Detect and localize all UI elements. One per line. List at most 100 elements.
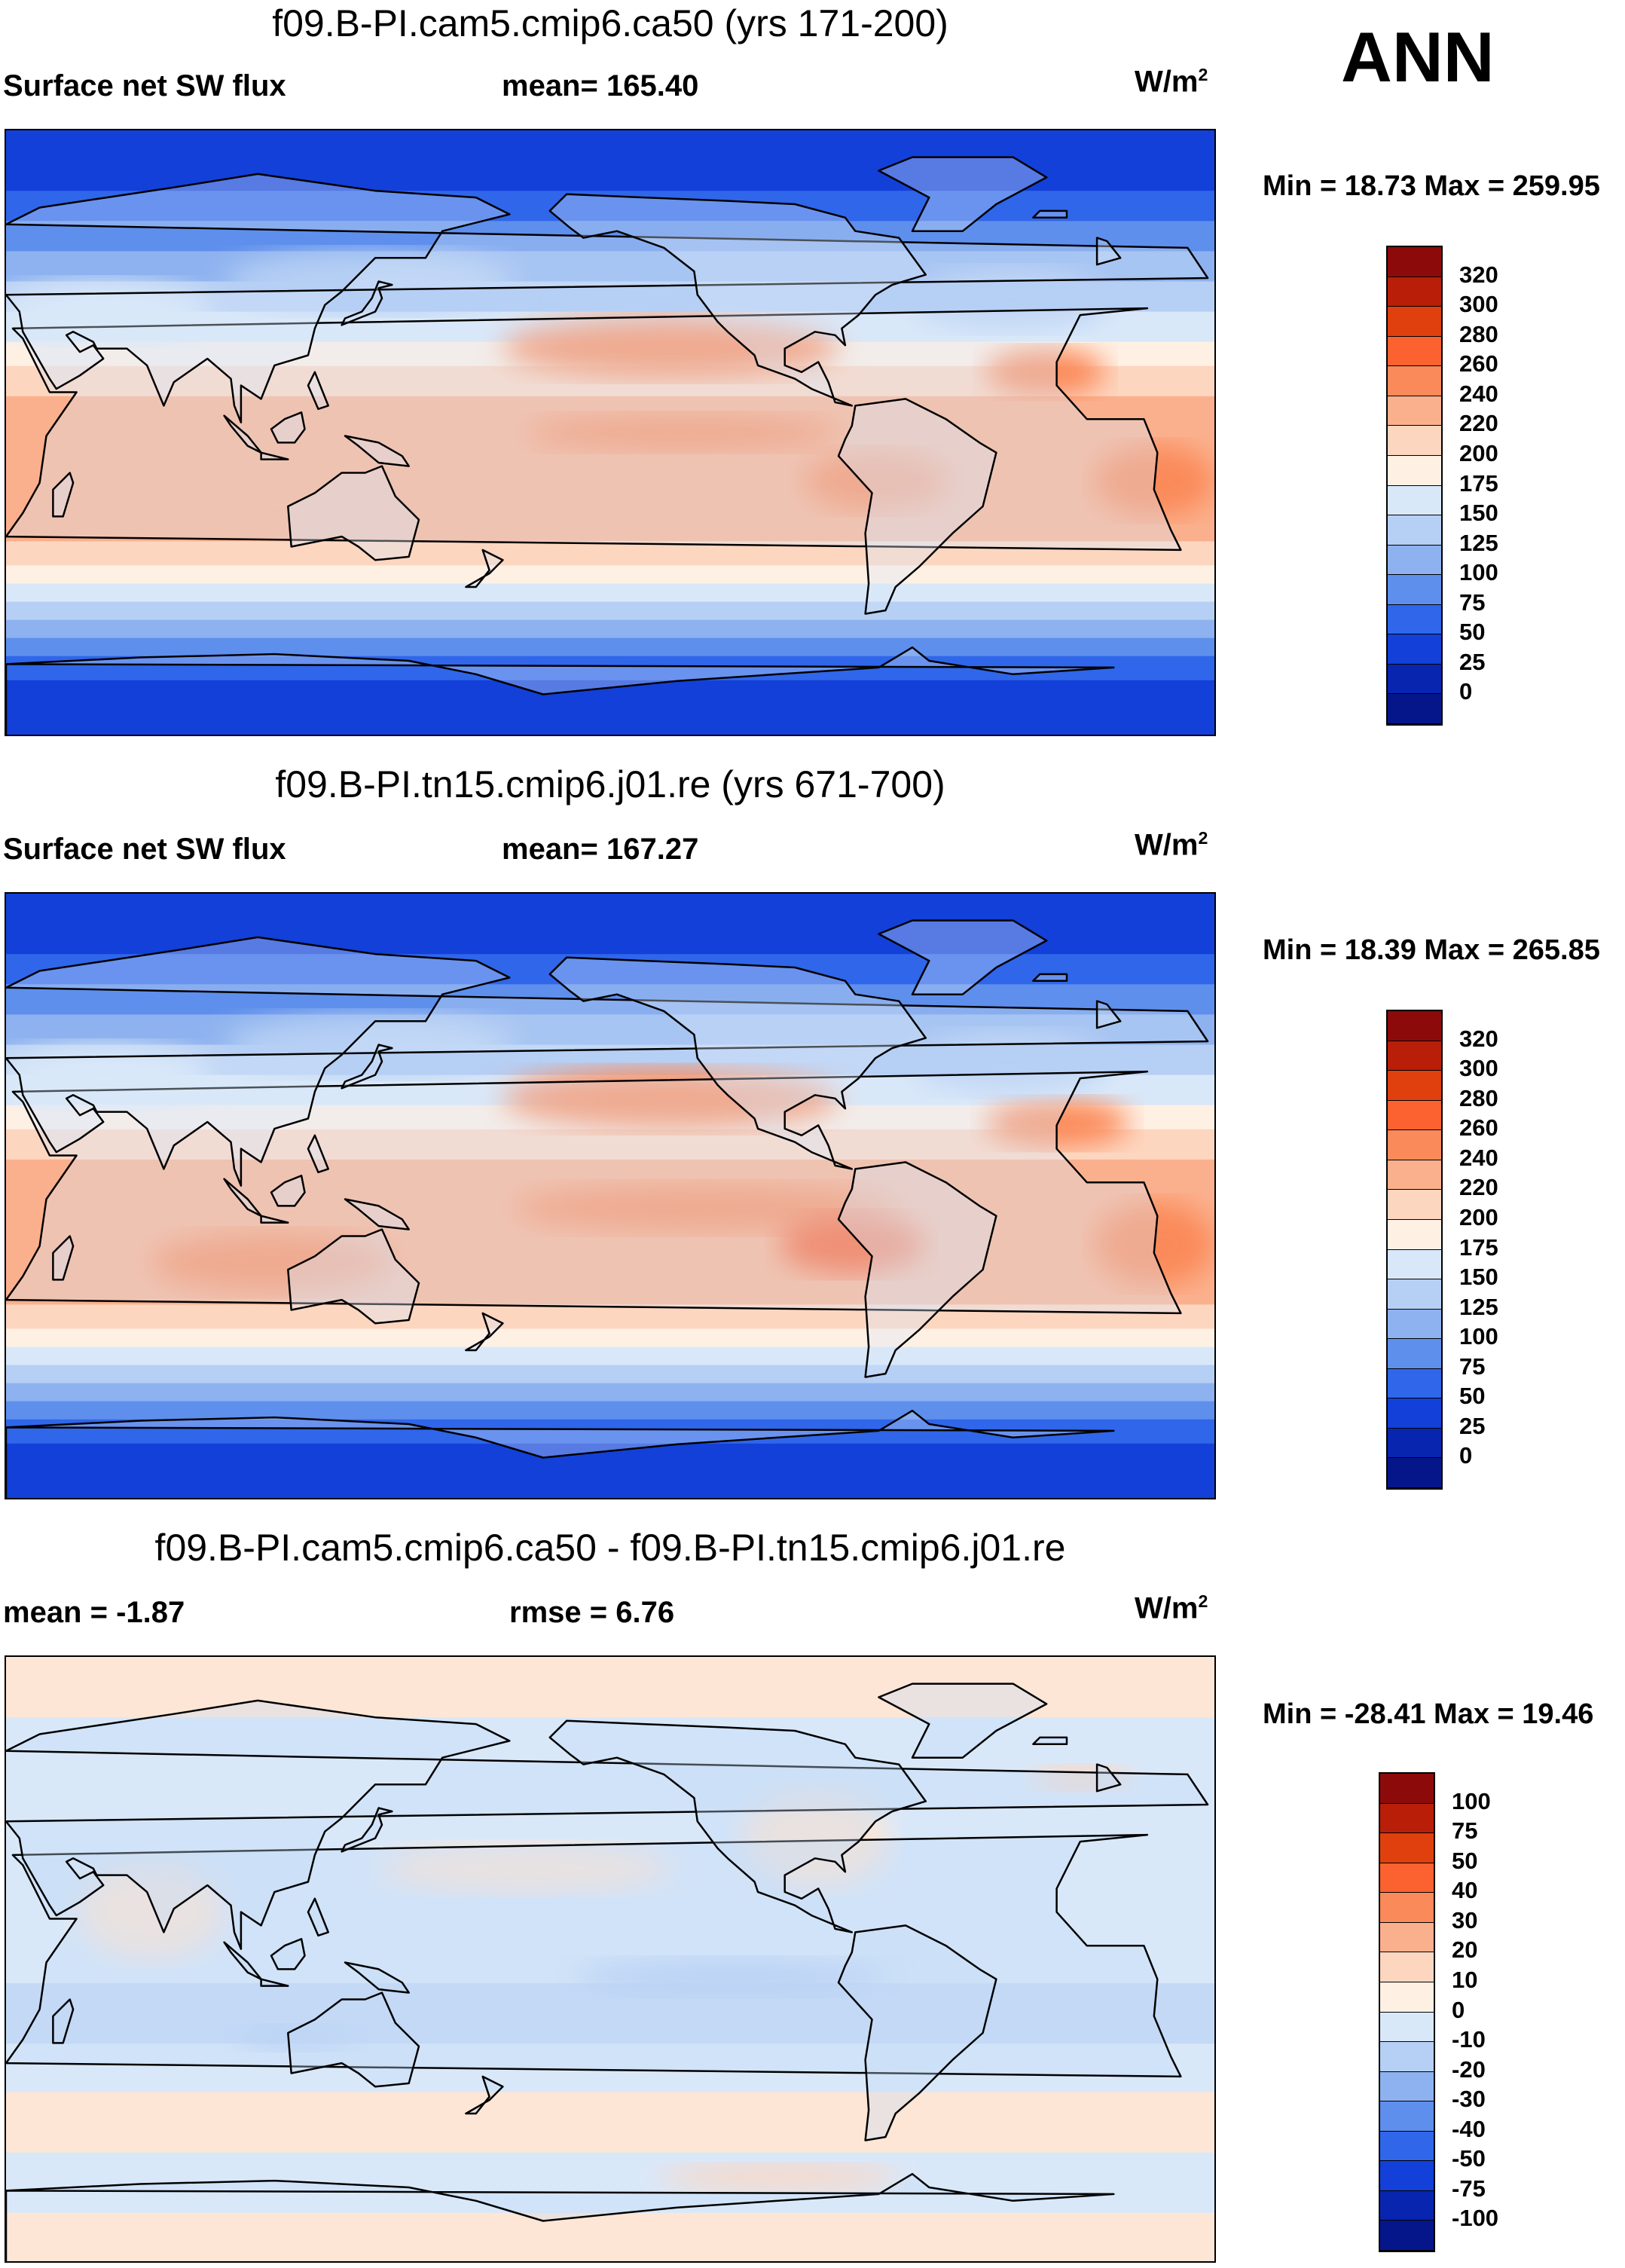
- colorbar-tick-label: 220: [1459, 410, 1498, 437]
- field-band: [6, 1346, 1214, 1366]
- coastline: [1095, 237, 1122, 266]
- coastline: [6, 646, 1115, 735]
- colorbar-box: [1388, 366, 1441, 396]
- colorbar-tick-label: 300: [1459, 291, 1498, 318]
- field-feature: [743, 1790, 888, 1887]
- field-feature: [380, 1844, 671, 1893]
- field-band: [6, 1365, 1214, 1384]
- field-band: [6, 1383, 1214, 1402]
- colorbar-box: [1380, 1952, 1434, 1982]
- colorbar-box: [1388, 1100, 1441, 1131]
- panel-2-mean-label: mean= 167.27: [502, 833, 699, 866]
- colorbar-box: [1380, 2101, 1434, 2132]
- colorbar-box: [1380, 2012, 1434, 2043]
- coastline: [270, 411, 306, 444]
- coastline: [878, 1683, 1048, 1759]
- coastline: [341, 1044, 393, 1090]
- coastline: [878, 919, 1048, 995]
- colorbar-tick-label: 20: [1452, 1936, 1478, 1964]
- colorbar-tick-label: 175: [1459, 1233, 1498, 1261]
- panel-1-minmax: Min = 18.73 Max = 259.95: [1263, 170, 1600, 202]
- colorbar-box: [1388, 545, 1441, 576]
- field-band: [6, 541, 1214, 567]
- colorbar-tick-label: -50: [1452, 2145, 1486, 2172]
- field-band: [6, 1328, 1214, 1348]
- coastline: [465, 2075, 504, 2115]
- coastline: [1032, 209, 1068, 219]
- colorbar-box: [1388, 277, 1441, 307]
- colorbar-box: [1388, 1071, 1441, 1101]
- colorbar-tick-label: 260: [1459, 1114, 1498, 1142]
- colorbar-box: [1380, 2042, 1434, 2072]
- colorbar-tick-label: 300: [1459, 1055, 1498, 1082]
- colorbar-tick-label: 220: [1459, 1174, 1498, 1201]
- colorbar-box: [1388, 336, 1441, 367]
- colorbar-tick-label: 75: [1459, 588, 1486, 616]
- panel-1-colorbar: [1386, 246, 1443, 726]
- colorbar-tick-label: 320: [1459, 1025, 1498, 1052]
- colorbar-box: [1388, 575, 1441, 605]
- colorbar-box: [1388, 515, 1441, 546]
- colorbar-box: [1388, 1041, 1441, 1071]
- coastline: [287, 465, 420, 561]
- field-band: [6, 583, 1214, 603]
- colorbar-tick-label: 150: [1459, 500, 1498, 527]
- coastline: [837, 1924, 997, 2141]
- map-field: [6, 130, 1214, 735]
- colorbar-tick-label: 40: [1452, 1877, 1478, 1904]
- colorbar-box: [1388, 307, 1441, 337]
- colorbar-tick-label: 200: [1459, 439, 1498, 466]
- coastline: [260, 451, 289, 460]
- panel-3-colorbar: [1379, 1772, 1435, 2252]
- field-feature: [912, 269, 1106, 330]
- panel-3-map: [5, 1655, 1216, 2263]
- coastline: [344, 435, 410, 467]
- panel-3-left-label: mean = -1.87: [3, 1596, 185, 1629]
- colorbar-box: [1380, 2190, 1434, 2221]
- field-band: [6, 1983, 1214, 2045]
- units-exp: 2: [1198, 828, 1208, 848]
- colorbar-tick-label: 50: [1452, 1847, 1478, 1874]
- field-band: [6, 656, 1214, 681]
- coastline: [52, 1998, 75, 2044]
- coastline: [307, 371, 329, 411]
- colorbar-box: [1380, 1893, 1434, 1923]
- colorbar-box: [1388, 455, 1441, 486]
- coastline: [344, 1198, 410, 1230]
- colorbar-tick-label: 280: [1459, 320, 1498, 347]
- coastline: [287, 1228, 420, 1325]
- field-feature: [139, 475, 429, 524]
- field-feature: [985, 347, 1106, 396]
- colorbar-tick-label: 0: [1452, 1996, 1465, 2023]
- colorbar-box: [1388, 604, 1441, 635]
- colorbar-tick-label: 240: [1459, 380, 1498, 407]
- colorbar-tick-label: -30: [1452, 2086, 1486, 2113]
- colorbar-box: [1388, 1309, 1441, 1340]
- colorbar-tick-label: 100: [1459, 559, 1498, 586]
- panel-2-minmax: Min = 18.39 Max = 265.85: [1263, 934, 1600, 966]
- field-feature: [573, 1959, 888, 1996]
- units-exp: 2: [1198, 65, 1208, 84]
- colorbar-box: [1380, 2161, 1434, 2191]
- coastline: [6, 936, 1209, 1187]
- field-feature: [151, 1232, 393, 1293]
- colorbar-box: [1388, 247, 1441, 277]
- colorbar-box: [1380, 1774, 1434, 1804]
- field-band: [6, 1419, 1214, 1444]
- colorbar-box: [1380, 1982, 1434, 2013]
- colorbar-box: [1380, 2131, 1434, 2162]
- coastline: [6, 1409, 1115, 1498]
- coastline: [223, 414, 262, 454]
- colorbar-tick-label: 125: [1459, 1293, 1498, 1320]
- field-feature: [513, 1183, 900, 1233]
- coastline: [307, 1897, 329, 1937]
- coastline: [223, 1178, 262, 1217]
- colorbar-tick-label: 0: [1459, 678, 1473, 705]
- colorbar-tick-label: 0: [1459, 1442, 1473, 1469]
- colorbar-box: [1388, 1398, 1441, 1429]
- colorbar-box: [1388, 1011, 1441, 1041]
- coastline: [1032, 1736, 1068, 1746]
- coastline: [6, 173, 1209, 423]
- field-feature: [223, 1014, 514, 1075]
- colorbar-tick-label: 30: [1452, 1906, 1478, 1933]
